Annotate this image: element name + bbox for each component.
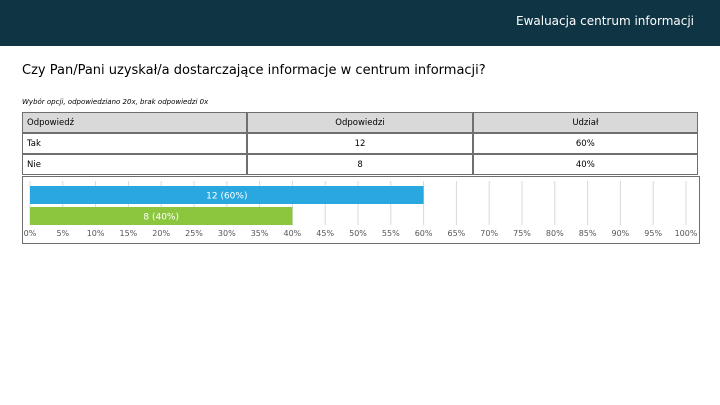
x-tick-label: 70% [480, 229, 498, 238]
x-tick-label: 65% [448, 229, 466, 238]
bar-data-label: 8 (40%) [143, 213, 179, 223]
bar-tak [30, 186, 424, 204]
table-row: Nie 8 40% [22, 154, 698, 175]
x-tick-label: 55% [382, 229, 400, 238]
column-header-responses: Odpowiedzi [247, 112, 473, 133]
x-tick-label: 75% [513, 229, 531, 238]
x-tick-label: 95% [644, 229, 662, 238]
response-summary: Wybór opcji, odpowiedziano 20x, brak odp… [22, 98, 209, 106]
column-header-share: Udział [472, 112, 698, 133]
x-tick-label: 90% [612, 229, 630, 238]
bar-chart: 12 (60%) 8 (40%) 0% 5% 10% 15% 20% 25% 30% 35% 40%… [22, 176, 700, 244]
x-tick-label: 45% [316, 229, 334, 238]
x-tick-label: 40% [284, 229, 302, 238]
header-title: Ewaluacja centrum informacji [515, 14, 694, 28]
table-cell-answer: Tak [22, 133, 248, 154]
table-cell-answer: Nie [22, 154, 248, 175]
x-tick-label: 60% [415, 229, 433, 238]
x-tick-label: 5% [56, 229, 69, 238]
table-cell-responses: 12 [247, 133, 473, 154]
table-cell-share: 40% [472, 154, 698, 175]
x-tick-label: 15% [120, 229, 138, 238]
x-tick-label: 50% [349, 229, 367, 238]
results-table: Odpowiedź Odpowiedzi Udział Tak 12 60% N… [22, 112, 698, 175]
x-tick-label: 0% [24, 229, 37, 238]
x-tick-label: 100% [675, 229, 698, 238]
x-tick-label: 80% [546, 229, 564, 238]
bar-nie [30, 207, 293, 225]
question-title: Czy Pan/Pani uzyskał/a dostarczające inf… [22, 63, 486, 78]
x-tick-label: 25% [185, 229, 203, 238]
x-tick-label: 85% [579, 229, 597, 238]
bar-data-label: 12 (60%) [206, 192, 247, 202]
x-tick-label: 10% [87, 229, 105, 238]
bar-chart-svg: 12 (60%) 8 (40%) 0% 5% 10% 15% 20% 25% 30% 35% 40%… [24, 181, 698, 238]
table-row: Tak 12 60% [22, 133, 698, 154]
table-header-row: Odpowiedź Odpowiedzi Udział [22, 112, 698, 133]
table-cell-share: 60% [472, 133, 698, 154]
column-header-answer: Odpowiedź [22, 112, 248, 133]
table-cell-responses: 8 [247, 154, 473, 175]
x-tick-label: 20% [152, 229, 170, 238]
x-tick-label: 35% [251, 229, 269, 238]
x-tick-label: 30% [218, 229, 236, 238]
header-bar: Ewaluacja centrum informacji [0, 0, 720, 46]
